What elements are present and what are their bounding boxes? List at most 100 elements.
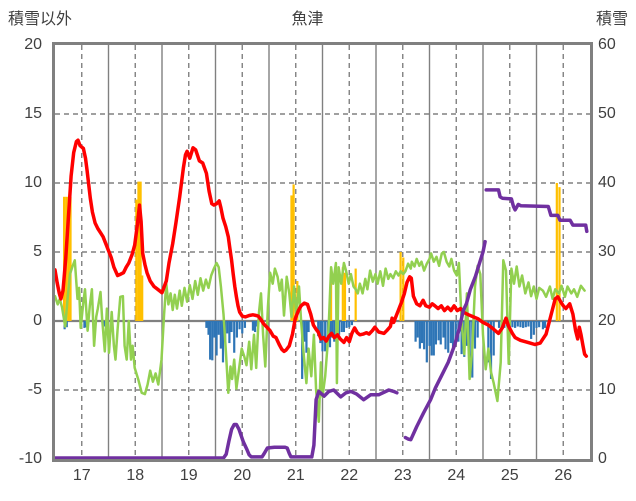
- left-axis-title: 積雪以外: [8, 11, 73, 28]
- blue-bars: [420, 321, 424, 344]
- blue-bars: [65, 321, 68, 328]
- blue-bars: [219, 321, 222, 349]
- blue-bars: [460, 321, 463, 355]
- right-axis-tick: 30: [598, 243, 616, 260]
- orange-bars: [141, 275, 144, 321]
- blue-bars: [243, 321, 247, 328]
- blue-bars: [83, 321, 86, 328]
- right-axis-tick: 0: [598, 450, 607, 467]
- left-axis-tick: -10: [18, 450, 42, 467]
- purple-snow-depth-line: [55, 388, 399, 459]
- x-axis-tick: 23: [393, 467, 412, 484]
- blue-bars: [345, 321, 348, 328]
- blue-bars: [473, 321, 477, 349]
- left-axis-tick: 15: [24, 105, 42, 122]
- blue-bars: [305, 321, 308, 353]
- blue-bars: [303, 321, 306, 342]
- blue-bars: [324, 321, 327, 352]
- orange-bars: [139, 181, 142, 321]
- orange-bars: [558, 187, 561, 321]
- red-line: [55, 138, 589, 358]
- right-axis-tick: 40: [598, 174, 616, 191]
- orange-bars: [290, 195, 293, 321]
- blue-bars: [230, 321, 233, 333]
- x-axis-tick: 22: [340, 467, 359, 484]
- blue-bars: [209, 321, 212, 360]
- blue-bars: [442, 321, 445, 338]
- blue-bars: [307, 321, 310, 333]
- blue-bars: [207, 321, 210, 335]
- x-axis-tick: 26: [554, 467, 573, 484]
- right-axis-tick: 10: [598, 381, 616, 398]
- blue-bars: [524, 321, 527, 328]
- x-axis-tick: 24: [447, 467, 466, 484]
- blue-bars: [454, 321, 457, 339]
- blue-bars: [437, 321, 440, 341]
- chart-title: 魚津: [291, 11, 324, 28]
- left-axis-tick: 5: [33, 243, 42, 260]
- left-axis-tick: -5: [27, 381, 42, 398]
- blue-bars: [253, 321, 257, 333]
- orange-bars: [135, 199, 138, 321]
- left-axis-tick: 0: [33, 312, 42, 329]
- blue-bars: [418, 321, 421, 349]
- right-axis-tick: 20: [598, 312, 616, 329]
- blue-bars: [432, 321, 435, 356]
- purple-snow-depth-line: [403, 239, 487, 442]
- orange-bars: [137, 181, 140, 321]
- blue-bars: [317, 321, 320, 337]
- x-axis-tick: 21: [286, 467, 305, 484]
- left-axis-tick: 10: [24, 174, 42, 191]
- blue-bars: [430, 321, 433, 356]
- blue-bars: [238, 321, 241, 330]
- blue-bars: [428, 321, 431, 346]
- blue-bars: [449, 321, 452, 344]
- blue-bars: [337, 321, 341, 335]
- blue-bars: [213, 321, 216, 338]
- orange-bars: [343, 272, 347, 321]
- x-axis-tick: 17: [72, 467, 91, 484]
- blue-bars: [319, 321, 322, 344]
- blue-bars: [340, 321, 343, 333]
- right-axis-tick: 50: [598, 105, 616, 122]
- blue-bars: [221, 321, 225, 363]
- blue-bars: [321, 321, 324, 352]
- blue-bars: [487, 321, 490, 363]
- blue-bars: [541, 321, 545, 330]
- orange-bars: [354, 268, 357, 321]
- purple-snow-depth-line: [484, 188, 589, 234]
- blue-bars: [451, 321, 455, 349]
- blue-bars: [489, 321, 493, 379]
- orange-bars: [67, 196, 70, 321]
- blue-bars: [348, 321, 351, 328]
- blue-bars: [511, 321, 514, 328]
- blue-bars: [215, 321, 218, 356]
- blue-bars: [439, 321, 442, 345]
- blue-bars: [535, 321, 538, 328]
- blue-bars: [434, 321, 438, 345]
- blue-bars: [519, 321, 522, 328]
- blue-bars: [530, 321, 533, 339]
- blue-bars: [423, 321, 426, 350]
- blue-bars: [331, 321, 334, 338]
- green-line: [55, 250, 586, 423]
- blue-bars: [543, 321, 547, 328]
- blue-bars: [241, 321, 244, 334]
- blue-bars: [538, 321, 541, 328]
- blue-bars: [342, 321, 345, 333]
- right-axis-tick: 60: [598, 36, 616, 53]
- x-axis-tick: 25: [500, 467, 519, 484]
- orange-bars: [399, 252, 402, 321]
- blue-bars: [425, 321, 428, 363]
- plot-border: [52, 42, 593, 462]
- blue-bars: [233, 321, 236, 353]
- x-axis-tick: 19: [179, 467, 198, 484]
- blue-bars: [350, 321, 354, 326]
- blue-bars: [211, 321, 214, 361]
- blue-bars: [228, 321, 231, 344]
- blue-bars: [333, 321, 336, 342]
- blue-bars: [444, 321, 447, 350]
- orange-bars: [402, 257, 405, 321]
- orange-bars: [69, 196, 72, 321]
- blue-bars: [205, 321, 208, 328]
